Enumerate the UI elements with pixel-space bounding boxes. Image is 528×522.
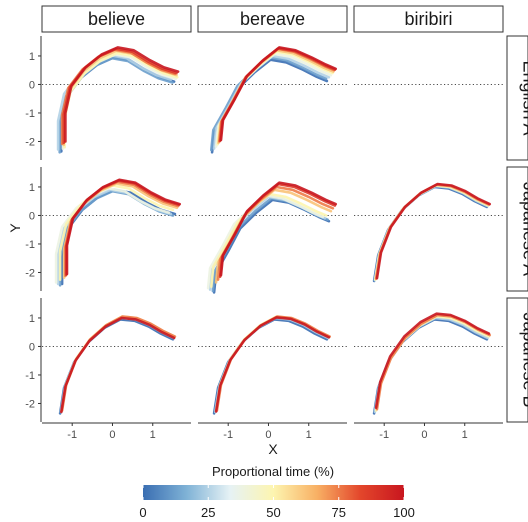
legend-ticks: 0 25 50 75 100 [139, 485, 415, 520]
legend: Proportional time (%) 0 25 50 75 100 [139, 464, 414, 520]
y-tick-label: -1 [25, 108, 35, 120]
series-line [59, 316, 176, 414]
series-line [372, 318, 489, 415]
series-line [64, 46, 180, 143]
legend-tick-label: 0 [139, 505, 146, 520]
axes-layer: -2 -1 0 1 -2 -1 0 1 -2 -1 0 1 -1 0 1 -1 0 1 -1 0 1 [25, 36, 503, 441]
x-tick-label: 0 [109, 429, 115, 441]
series-line [65, 178, 181, 276]
x-axis-title: X [268, 441, 278, 457]
series-line [64, 180, 180, 278]
series-line [210, 192, 328, 289]
panel [354, 182, 503, 283]
y-tick-label: 0 [29, 341, 35, 353]
column-strip [41, 5, 192, 33]
x-tick-label: 1 [306, 429, 312, 441]
series-line [219, 46, 338, 142]
strips-layer: believe bereave biribiri English A Japanese … [41, 5, 528, 423]
y-tick-label: 0 [29, 210, 35, 222]
column-strip-label: biribiri [404, 9, 452, 29]
row-strip [506, 166, 528, 292]
y-axis-title: Y [7, 223, 23, 233]
series-line [210, 56, 328, 152]
series-line [374, 312, 491, 410]
row-strip-label: English A [520, 60, 528, 135]
series-line [206, 194, 325, 290]
panel [42, 315, 191, 415]
series-line [219, 181, 338, 277]
legend-colorbar [143, 485, 404, 500]
column-strip-label: bereave [240, 9, 305, 29]
legend-tick-label: 25 [201, 505, 215, 520]
y-tick-label: 1 [29, 51, 35, 63]
panel [42, 178, 191, 287]
x-tick-label: 1 [150, 429, 156, 441]
x-tick-label: -1 [223, 429, 233, 441]
x-tick-label: 1 [462, 429, 468, 441]
series-line [375, 182, 492, 280]
y-tick-label: -1 [25, 239, 35, 251]
row-strip [506, 297, 528, 423]
series-line [212, 318, 329, 415]
panel [354, 312, 503, 415]
series-line [58, 318, 175, 415]
panel [198, 181, 347, 294]
y-tick-label: 1 [29, 182, 35, 194]
series-line [214, 316, 331, 413]
x-tick-label: -1 [379, 429, 389, 441]
legend-tick-label: 50 [266, 505, 280, 520]
x-tick-label: -1 [67, 429, 77, 441]
legend-tick-label: 75 [332, 505, 346, 520]
x-tick-label: 0 [421, 429, 427, 441]
panel [198, 46, 347, 154]
y-tick-label: 0 [29, 79, 35, 91]
y-tick-label: -1 [25, 370, 35, 382]
column-strip [353, 5, 504, 33]
column-strip [197, 5, 348, 33]
y-tick-label: 1 [29, 313, 35, 325]
panels-layer [42, 46, 503, 415]
panel [198, 315, 347, 415]
legend-tick-label: 100 [393, 505, 415, 520]
series-line [372, 185, 489, 283]
series-line [62, 47, 178, 145]
row-strip-label: Japanese A [520, 182, 528, 276]
y-tick-label: -2 [25, 267, 35, 279]
legend-title: Proportional time (%) [212, 464, 334, 479]
x-tick-label: 0 [265, 429, 271, 441]
y-tick-label: -2 [25, 136, 35, 148]
y-tick-label: -2 [25, 398, 35, 410]
panel [42, 46, 191, 154]
series-line [64, 179, 181, 277]
row-strip-label: Japanese B [520, 312, 528, 407]
row-strip [506, 35, 528, 161]
column-strip-label: believe [88, 9, 145, 29]
